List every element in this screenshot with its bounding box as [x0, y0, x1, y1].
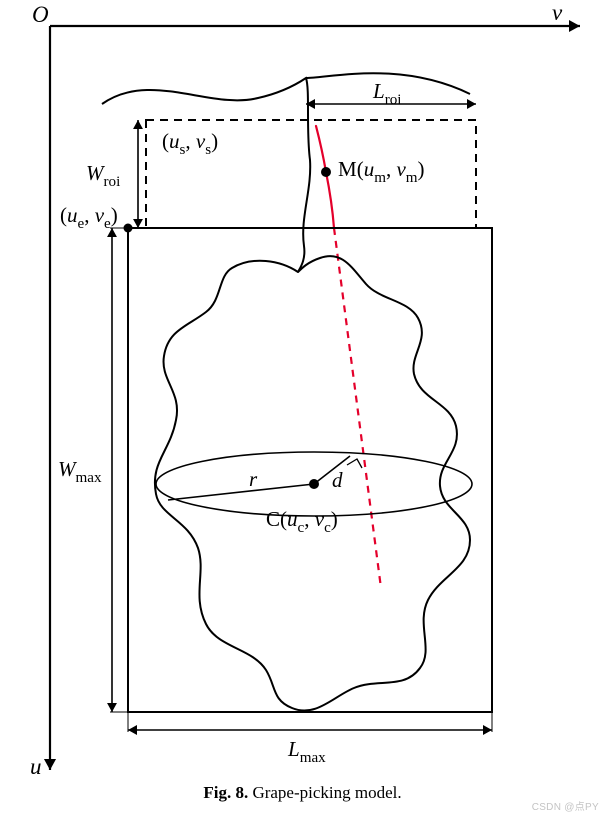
figure-caption: Fig. 8. Grape-picking model.: [203, 783, 401, 802]
svg-text:u: u: [30, 754, 42, 779]
svg-text:O: O: [32, 2, 49, 27]
svg-text:r: r: [249, 467, 258, 491]
watermark: CSDN @点PY: [532, 798, 599, 813]
diagram-svg: OvuLroiWroi(us, vs)(ue, ve)M(um, vm)rdC(…: [0, 0, 605, 819]
svg-text:d: d: [332, 468, 343, 492]
svg-text:v: v: [552, 0, 563, 25]
